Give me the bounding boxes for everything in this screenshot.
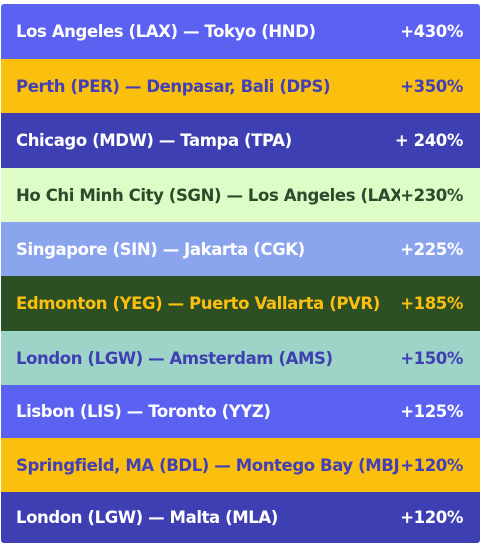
route-change: +120% (400, 508, 463, 527)
route-name: Singapore (SIN) — Jakarta (CGK) (16, 239, 305, 259)
route-change: +225% (400, 239, 463, 259)
route-growth-list: Los Angeles (LAX) — Tokyo (HND) +430% Pe… (1, 4, 480, 543)
route-name: Edmonton (YEG) — Puerto Vallarta (PVR) (16, 294, 380, 313)
route-change: +230% (400, 185, 463, 205)
route-name: Perth (PER) — Denpasar, Bali (DPS) (16, 76, 331, 96)
route-row: Perth (PER) — Denpasar, Bali (DPS) +350% (1, 59, 480, 113)
route-change: +120% (400, 455, 463, 475)
route-change: + 240% (394, 131, 464, 150)
route-row: Lisbon (LIS) — Toronto (YYZ) +125% (1, 385, 480, 438)
route-row: Singapore (SIN) — Jakarta (CGK) +225% (1, 222, 480, 276)
route-change: +350% (400, 76, 463, 96)
route-row: Ho Chi Minh City (SGN) — Los Angeles (LA… (1, 168, 480, 222)
route-row: Los Angeles (LAX) — Tokyo (HND) +430% (1, 4, 480, 59)
route-change: +125% (400, 402, 463, 421)
route-name: London (LGW) — Amsterdam (AMS) (16, 348, 333, 368)
route-name: London (LGW) — Malta (MLA) (16, 508, 278, 527)
route-row: Edmonton (YEG) — Puerto Vallarta (PVR) +… (1, 276, 480, 331)
route-row: Springfield, MA (BDL) — Montego Bay (MBJ… (1, 438, 480, 492)
route-change: +430% (400, 22, 463, 41)
route-row: London (LGW) — Malta (MLA) +120% (1, 492, 480, 543)
route-name: Chicago (MDW) — Tampa (TPA) (16, 131, 292, 150)
route-row: London (LGW) — Amsterdam (AMS) +150% (1, 331, 480, 385)
route-change: +185% (400, 294, 463, 313)
route-name: Lisbon (LIS) — Toronto (YYZ) (16, 402, 271, 421)
route-name: Springfield, MA (BDL) — Montego Bay (MBJ… (16, 455, 401, 475)
route-row: Chicago (MDW) — Tampa (TPA) + 240% (1, 113, 480, 168)
route-name: Los Angeles (LAX) — Tokyo (HND) (16, 22, 316, 41)
route-name: Ho Chi Minh City (SGN) — Los Angeles (LA… (16, 185, 401, 205)
route-change: +150% (400, 348, 463, 368)
